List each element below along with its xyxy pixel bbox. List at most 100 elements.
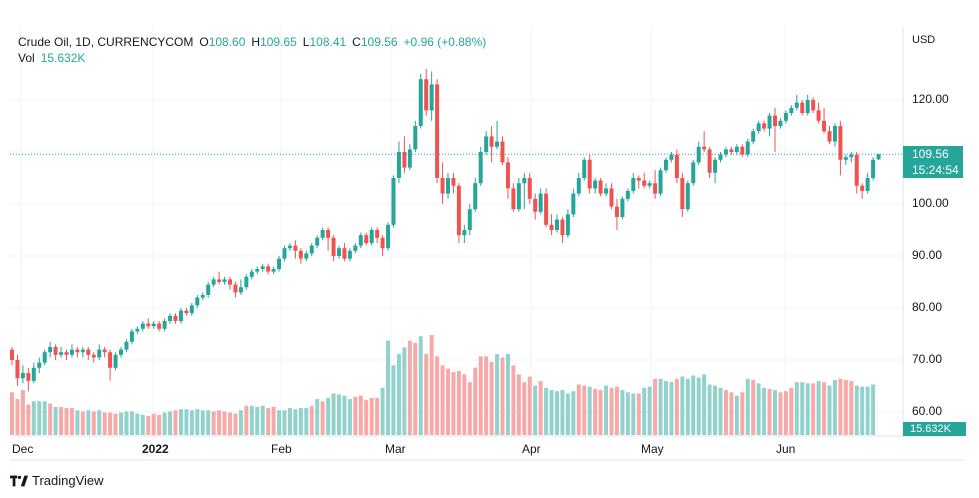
candle <box>685 180 690 212</box>
candle-body <box>811 100 816 111</box>
candle-body <box>326 230 331 238</box>
volume-bar <box>871 384 876 435</box>
candle <box>157 321 162 332</box>
candle-body <box>544 193 549 225</box>
volume-label[interactable]: Vol <box>18 51 35 65</box>
volume-bar <box>582 385 587 435</box>
candle-body <box>337 248 341 256</box>
volume-bar <box>669 382 674 435</box>
volume-bar <box>315 399 320 435</box>
volume-bar <box>396 354 401 435</box>
candle <box>516 178 521 212</box>
volume-bar <box>353 396 358 435</box>
volume-bar <box>64 408 69 435</box>
candle <box>184 308 189 316</box>
candle-body <box>108 352 113 368</box>
tradingview-brand[interactable]: TradingView <box>10 473 104 488</box>
volume-bar <box>255 406 260 435</box>
volume-bar <box>816 381 821 435</box>
volume-bar <box>15 399 20 435</box>
volume-bar <box>260 405 265 435</box>
volume-bar <box>805 383 810 435</box>
candle <box>664 157 668 173</box>
candle-body <box>664 159 668 171</box>
candle-body <box>604 188 609 194</box>
candle <box>287 243 292 251</box>
candle-body <box>685 183 690 210</box>
volume-bar <box>157 414 162 435</box>
volume-bar <box>293 409 298 435</box>
candle <box>15 354 20 386</box>
candle <box>266 263 271 275</box>
volume-bar <box>451 372 456 435</box>
candle <box>75 347 80 358</box>
candle <box>734 144 739 155</box>
candle <box>702 131 707 152</box>
volume-bar <box>380 387 385 435</box>
candle-body <box>358 235 363 246</box>
volume-bar <box>413 342 418 435</box>
volume-bar <box>827 385 832 435</box>
candle-body <box>64 352 69 355</box>
candle <box>674 149 679 184</box>
candle <box>462 224 467 243</box>
candle-body <box>124 341 129 350</box>
candle-body <box>816 110 821 121</box>
price-tick-label: 70.00 <box>912 352 943 366</box>
volume-bar <box>751 379 756 435</box>
candle-body <box>707 149 712 173</box>
candle <box>745 139 750 158</box>
candle <box>500 136 505 165</box>
candle <box>119 347 123 358</box>
candle <box>876 153 881 161</box>
candle-body <box>614 206 619 217</box>
candle <box>386 222 391 251</box>
volume-bar <box>80 411 85 435</box>
volume-bar <box>162 412 167 435</box>
candle-body <box>37 362 42 368</box>
candle <box>625 188 630 202</box>
candle-body <box>271 269 276 272</box>
volume-bar <box>48 403 53 435</box>
volume-bar <box>478 356 483 435</box>
volume-bar <box>565 393 570 435</box>
volume-bar <box>31 401 36 435</box>
candle <box>64 349 69 360</box>
candle-body <box>778 120 783 126</box>
time-tick-label: May <box>641 442 664 456</box>
volume-bar <box>664 381 668 435</box>
candle <box>42 349 47 366</box>
low-label: L <box>302 35 310 49</box>
candle <box>20 365 25 384</box>
candle-body <box>473 183 478 210</box>
candle <box>587 154 592 194</box>
candlesticks <box>10 68 881 392</box>
candle-body <box>598 180 603 194</box>
candle-body <box>822 120 827 132</box>
candle <box>380 235 385 256</box>
volume-bar <box>233 413 238 435</box>
candle-body <box>119 349 123 355</box>
volume-bar <box>723 390 728 435</box>
candle-body <box>538 193 543 212</box>
currency-label[interactable]: USD <box>912 34 936 46</box>
volume-bar <box>467 382 472 435</box>
candle-body <box>157 323 162 329</box>
candle <box>729 146 734 155</box>
candle-body <box>549 224 554 230</box>
volume-bar <box>309 405 314 435</box>
candle-body <box>424 79 429 111</box>
candle-body <box>827 131 832 142</box>
candle-body <box>69 349 74 355</box>
volume-bar <box>691 375 696 435</box>
volume-bar <box>86 410 91 435</box>
candle-body <box>631 178 636 191</box>
candle-body <box>560 219 565 236</box>
candle-body <box>75 349 80 353</box>
volume-bar <box>189 410 194 435</box>
candle <box>146 318 151 329</box>
symbol-title[interactable]: Crude Oil, 1D, CURRENCYCOM <box>18 35 194 49</box>
candle-body <box>59 352 64 355</box>
candle <box>811 97 816 113</box>
